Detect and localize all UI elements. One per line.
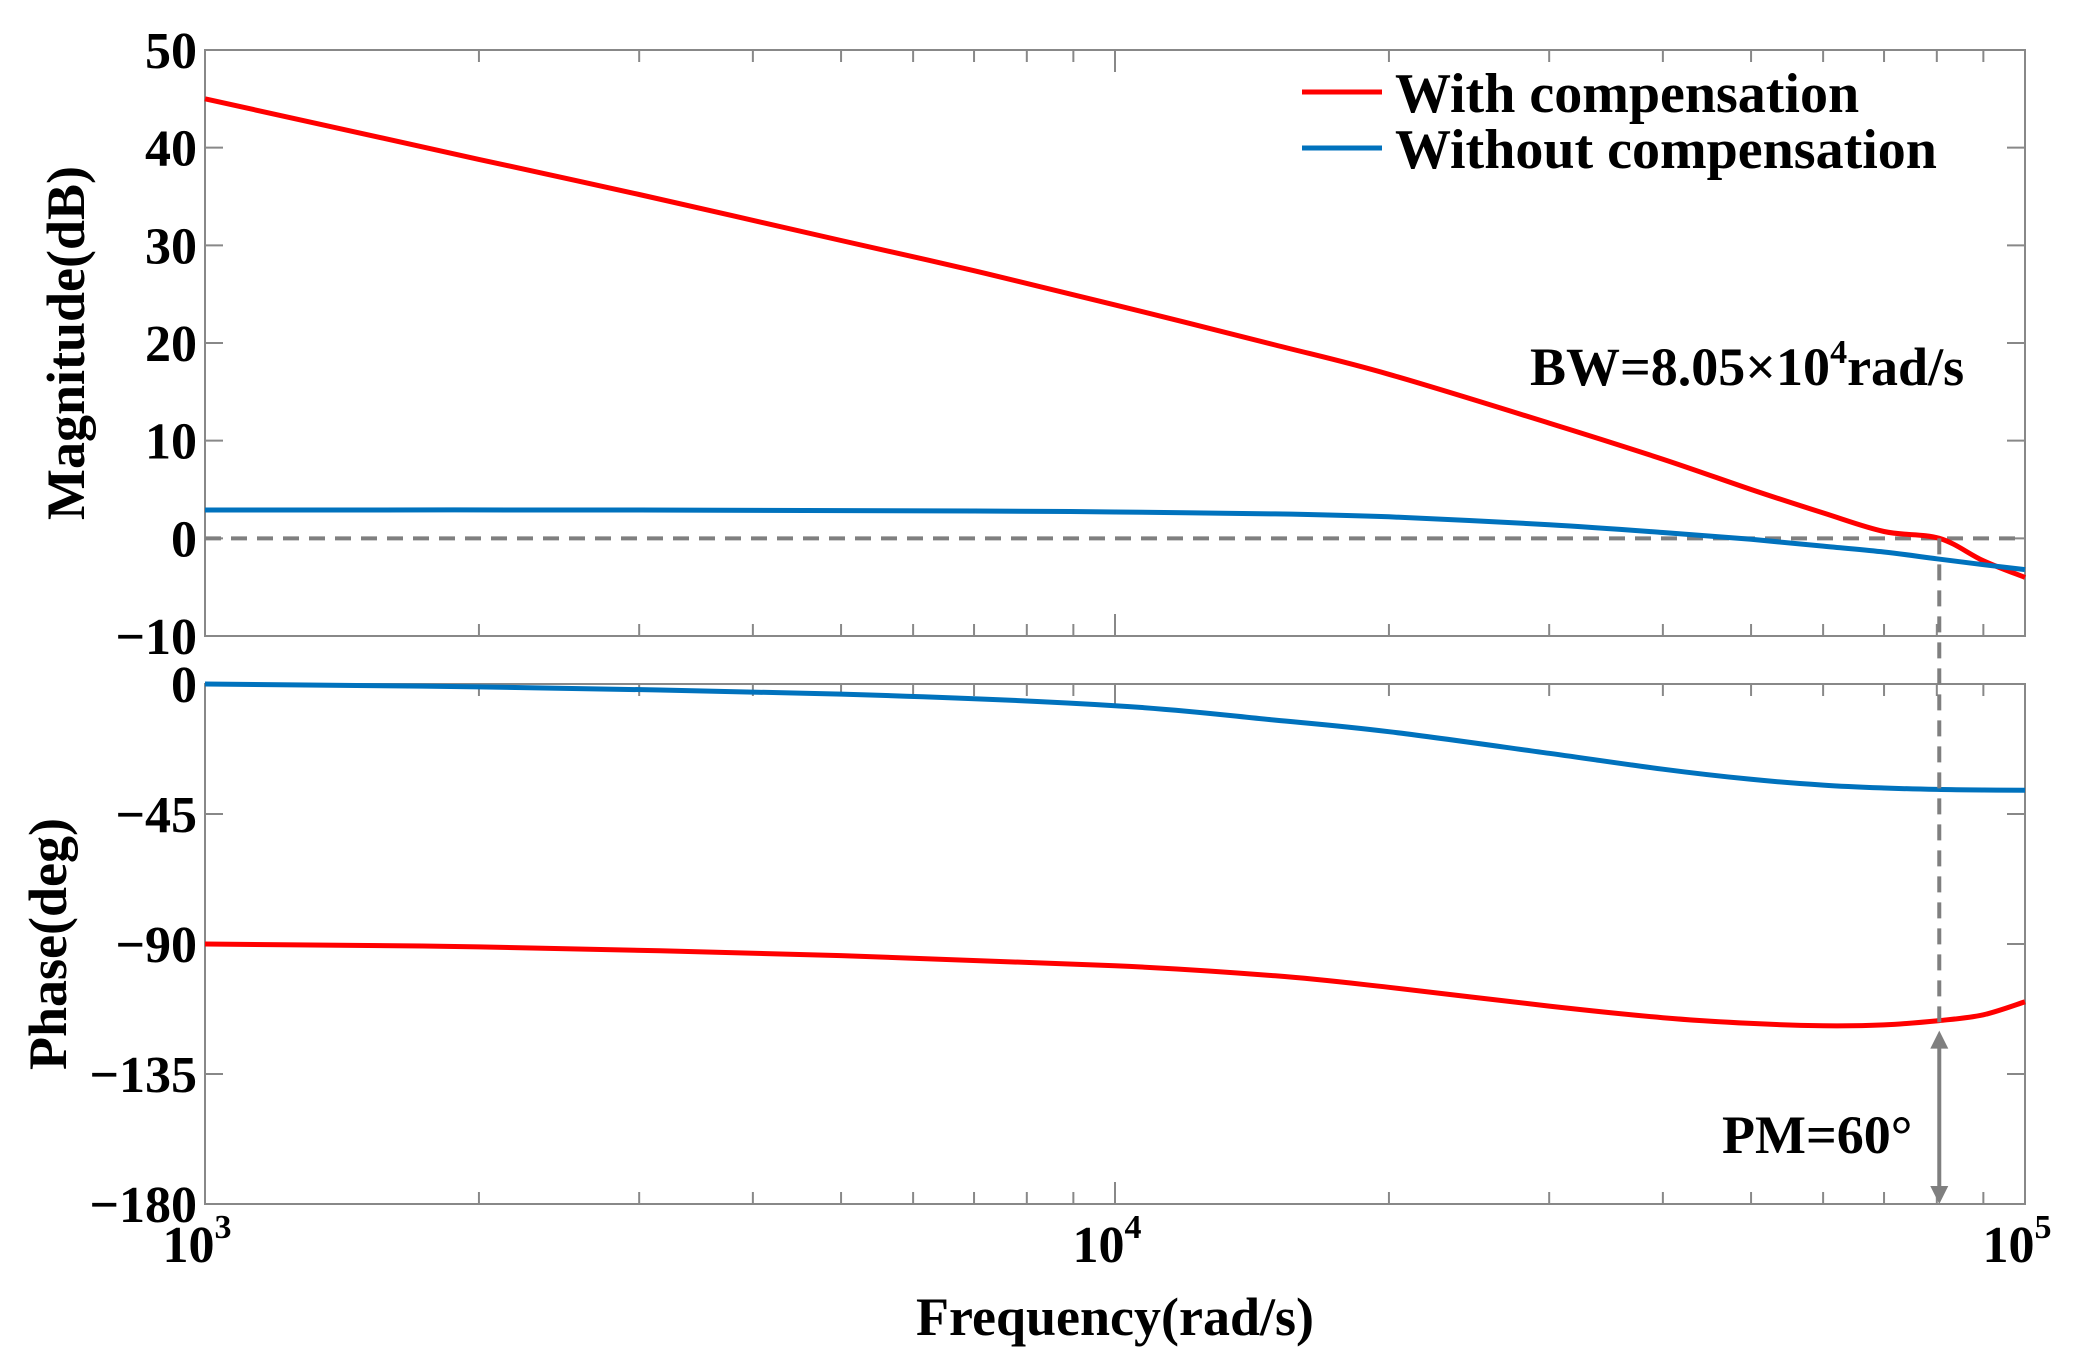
pm-arrow-head-top bbox=[1930, 1030, 1949, 1049]
y-tick-label: −90 bbox=[115, 917, 197, 974]
x-tick-label: 103 bbox=[163, 1209, 232, 1274]
x-tick-label: 105 bbox=[1983, 1209, 2052, 1274]
y-tick-label: 20 bbox=[145, 316, 197, 373]
magnitude-y-tick-labels: 50 40 30 20 10 0 −10 bbox=[115, 23, 197, 666]
y-tick-label: 50 bbox=[145, 23, 197, 80]
magnitude-line-with-compensation bbox=[204, 96, 2026, 580]
phase-line-without-compensation bbox=[204, 681, 2026, 793]
magnitude-series bbox=[204, 96, 2026, 580]
x-tick-labels: 103 104 105 bbox=[163, 1209, 2052, 1274]
y-tick-label: −135 bbox=[89, 1047, 197, 1104]
phase-margin-arrow bbox=[1930, 1030, 1949, 1204]
y-tick-label: 0 bbox=[171, 657, 197, 714]
bw-annotation-exp: 4 bbox=[1830, 334, 1847, 371]
y-tick-label: 30 bbox=[145, 218, 197, 275]
bw-annotation-suffix: rad/s bbox=[1847, 337, 1964, 397]
pm-arrow-head-bottom bbox=[1930, 1186, 1949, 1204]
phase-y-tick-labels: 0 −45 −90 −135 −180 bbox=[89, 657, 197, 1234]
x-tick-label: 104 bbox=[1073, 1209, 1142, 1274]
bw-annotation-prefix: BW=8.05×10 bbox=[1530, 337, 1830, 397]
x-axis-label: Frequency(rad/s) bbox=[916, 1287, 1314, 1347]
phase-panel: 0 −45 −90 −135 −180 Phase(deg) PM=60° bbox=[18, 657, 2026, 1234]
y-tick-label: −10 bbox=[115, 609, 197, 666]
magnitude-line-without-compensation bbox=[204, 507, 2026, 573]
legend-label: Without compensation bbox=[1395, 119, 1937, 181]
magnitude-ticks bbox=[205, 49, 2025, 637]
pm-annotation: PM=60° bbox=[1722, 1105, 1912, 1165]
y-tick-label: 10 bbox=[145, 414, 197, 471]
phase-series bbox=[204, 681, 2026, 1029]
magnitude-panel: 50 40 30 20 10 0 −10 Magnitude(dB) BW=8.05×104… bbox=[36, 23, 2026, 666]
y-tick-label: −45 bbox=[115, 787, 197, 844]
phase-ylabel: Phase(deg) bbox=[18, 818, 78, 1070]
legend-label: With compensation bbox=[1395, 63, 1859, 125]
bw-annotation: BW=8.05×104rad/s bbox=[1530, 334, 1964, 397]
magnitude-ylabel: Magnitude(dB) bbox=[36, 166, 96, 520]
y-tick-label: −180 bbox=[89, 1177, 197, 1234]
phase-line-with-compensation bbox=[204, 941, 2026, 1029]
y-tick-label: 0 bbox=[171, 511, 197, 568]
y-tick-label: 40 bbox=[145, 121, 197, 178]
